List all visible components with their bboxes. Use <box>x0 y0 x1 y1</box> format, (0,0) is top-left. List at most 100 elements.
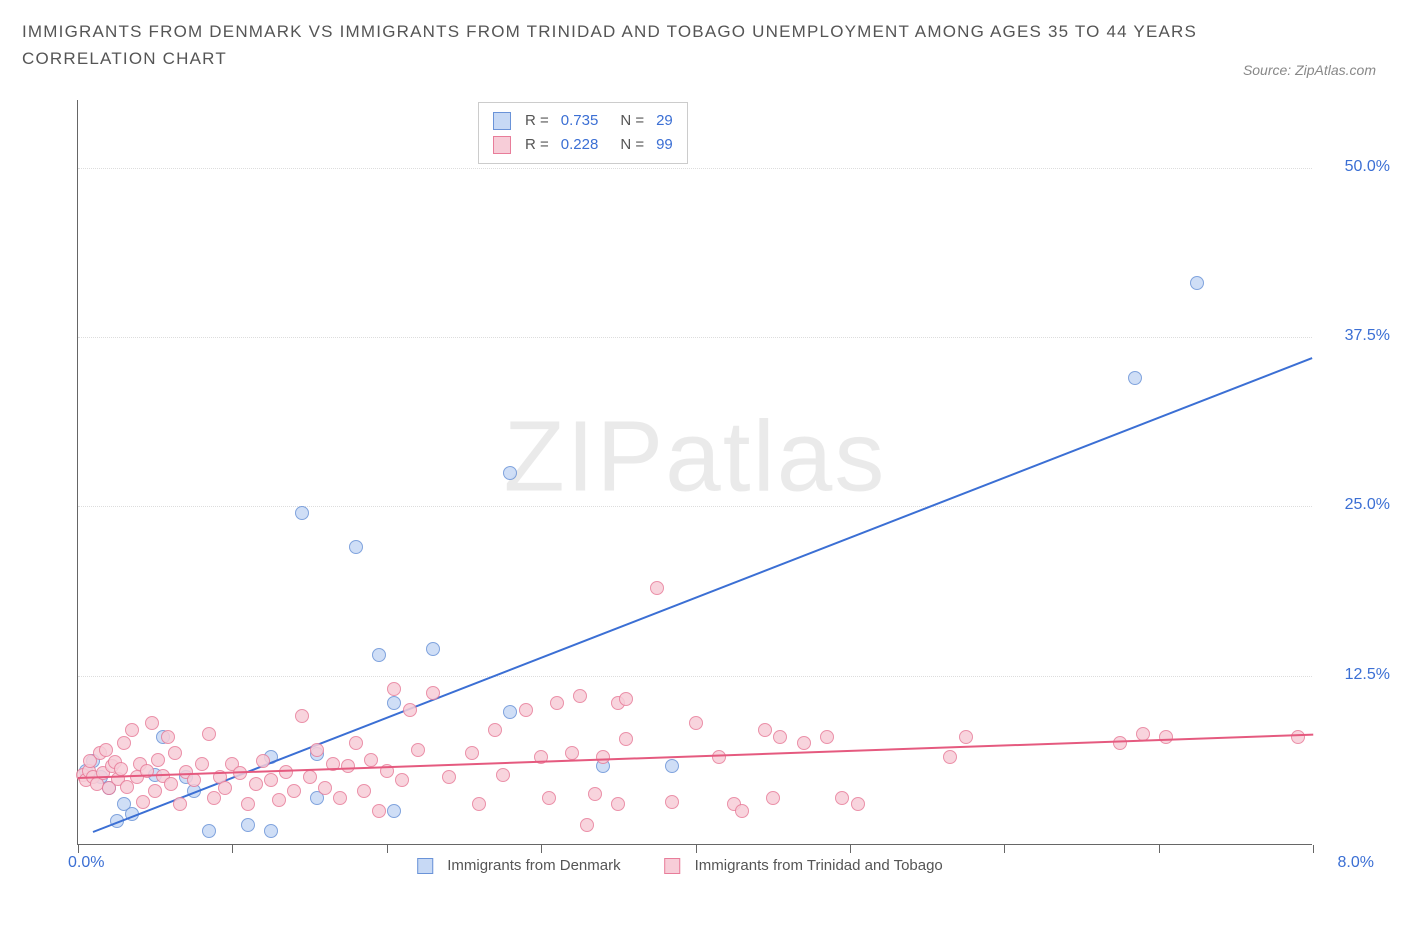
trendline-denmark <box>93 357 1313 833</box>
x-axis-min-label: 0.0% <box>68 854 104 872</box>
data-point-denmark <box>665 759 679 773</box>
data-point-trinidad <box>519 703 533 717</box>
r-label: R = <box>525 133 549 157</box>
r-value: 0.735 <box>561 109 599 133</box>
data-point-trinidad <box>164 777 178 791</box>
legend-swatch <box>665 858 681 874</box>
data-point-trinidad <box>303 770 317 784</box>
data-point-denmark <box>264 824 278 838</box>
y-tick-label: 37.5% <box>1345 327 1390 345</box>
data-point-trinidad <box>773 730 787 744</box>
data-point-trinidad <box>136 795 150 809</box>
gridline-h <box>78 337 1312 338</box>
x-tick <box>387 845 388 853</box>
data-point-trinidad <box>264 773 278 787</box>
x-tick <box>1004 845 1005 853</box>
data-point-trinidad <box>1291 730 1305 744</box>
n-label: N = <box>620 133 644 157</box>
data-point-denmark <box>295 506 309 520</box>
data-point-trinidad <box>168 746 182 760</box>
chart-container: Unemployment Among Ages 35 to 44 years Z… <box>22 100 1384 900</box>
x-tick <box>78 845 79 853</box>
data-point-trinidad <box>148 784 162 798</box>
data-point-trinidad <box>565 746 579 760</box>
data-point-trinidad <box>465 746 479 760</box>
data-point-denmark <box>387 804 401 818</box>
data-point-trinidad <box>117 736 131 750</box>
data-point-trinidad <box>218 781 232 795</box>
data-point-trinidad <box>357 784 371 798</box>
data-point-trinidad <box>333 791 347 805</box>
chart-title-line1: IMMIGRANTS FROM DENMARK VS IMMIGRANTS FR… <box>22 18 1384 45</box>
data-point-trinidad <box>542 791 556 805</box>
data-point-trinidad <box>411 743 425 757</box>
data-point-trinidad <box>943 750 957 764</box>
data-point-trinidad <box>256 754 270 768</box>
data-point-trinidad <box>550 696 564 710</box>
x-tick <box>850 845 851 853</box>
data-point-trinidad <box>151 753 165 767</box>
data-point-trinidad <box>287 784 301 798</box>
y-tick-label: 25.0% <box>1345 496 1390 514</box>
x-tick <box>541 845 542 853</box>
legend-series-label: Immigrants from Denmark <box>447 857 620 874</box>
data-point-denmark <box>241 818 255 832</box>
data-point-trinidad <box>488 723 502 737</box>
data-point-trinidad <box>310 743 324 757</box>
data-point-trinidad <box>573 689 587 703</box>
legend-swatch <box>417 858 433 874</box>
data-point-trinidad <box>442 770 456 784</box>
data-point-trinidad <box>1159 730 1173 744</box>
series-legend: Immigrants from DenmarkImmigrants from T… <box>417 857 973 874</box>
data-point-trinidad <box>387 682 401 696</box>
data-point-trinidad <box>758 723 772 737</box>
gridline-h <box>78 168 1312 169</box>
data-point-denmark <box>1128 371 1142 385</box>
data-point-trinidad <box>426 686 440 700</box>
data-point-trinidad <box>295 709 309 723</box>
data-point-trinidad <box>125 723 139 737</box>
data-point-denmark <box>503 705 517 719</box>
legend-swatch <box>493 112 511 130</box>
watermark: ZIPatlas <box>504 400 887 515</box>
data-point-trinidad <box>372 804 386 818</box>
data-point-trinidad <box>851 797 865 811</box>
stats-legend-row: R =0.228N =99 <box>493 133 673 157</box>
data-point-trinidad <box>735 804 749 818</box>
chart-title-line2: CORRELATION CHART <box>22 49 1384 69</box>
data-point-trinidad <box>472 797 486 811</box>
data-point-trinidad <box>959 730 973 744</box>
x-tick <box>1159 845 1160 853</box>
r-label: R = <box>525 109 549 133</box>
stats-legend: R =0.735N =29R =0.228N =99 <box>478 102 688 164</box>
data-point-denmark <box>1190 276 1204 290</box>
data-point-trinidad <box>395 773 409 787</box>
data-point-denmark <box>202 824 216 838</box>
data-point-denmark <box>503 466 517 480</box>
data-point-trinidad <box>619 692 633 706</box>
plot-area: ZIPatlas 0.0% 8.0% R =0.735N =29R =0.228… <box>77 100 1312 845</box>
data-point-denmark <box>349 540 363 554</box>
data-point-trinidad <box>161 730 175 744</box>
data-point-trinidad <box>835 791 849 805</box>
data-point-trinidad <box>195 757 209 771</box>
data-point-trinidad <box>496 768 510 782</box>
data-point-trinidad <box>145 716 159 730</box>
data-point-denmark <box>372 648 386 662</box>
x-axis-max-label: 8.0% <box>1338 854 1374 872</box>
data-point-trinidad <box>712 750 726 764</box>
r-value: 0.228 <box>561 133 599 157</box>
data-point-trinidad <box>596 750 610 764</box>
gridline-h <box>78 676 1312 677</box>
data-point-denmark <box>426 642 440 656</box>
data-point-trinidad <box>797 736 811 750</box>
data-point-trinidad <box>689 716 703 730</box>
data-point-trinidad <box>403 703 417 717</box>
data-point-denmark <box>387 696 401 710</box>
data-point-trinidad <box>249 777 263 791</box>
n-value: 29 <box>656 109 673 133</box>
x-tick <box>696 845 697 853</box>
data-point-trinidad <box>349 736 363 750</box>
y-tick-label: 12.5% <box>1345 666 1390 684</box>
data-point-trinidad <box>318 781 332 795</box>
